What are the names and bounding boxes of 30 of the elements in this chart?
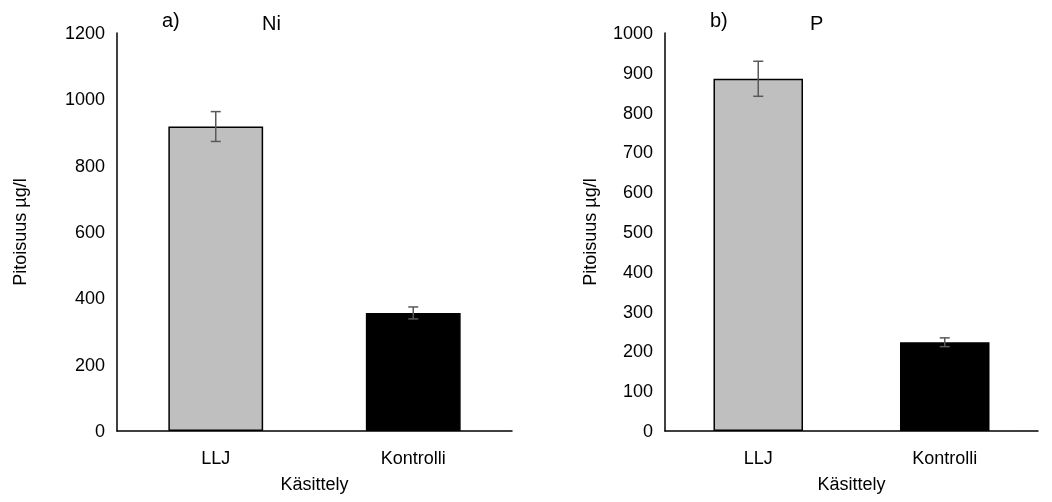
y-tick-label: 900: [622, 62, 653, 83]
y-tick-label: 300: [622, 301, 653, 322]
x-axis-title: Käsittely: [280, 474, 349, 494]
y-tick-label: 200: [622, 341, 653, 362]
x-tick-label: Kontrolli: [912, 448, 978, 468]
y-tick-label: 400: [74, 288, 105, 309]
y-tick-label: 600: [74, 222, 105, 242]
text: b): [710, 9, 728, 31]
x-tick-label: LLJ: [743, 448, 773, 468]
y-axis-title: Pitoisuus µg/l: [10, 178, 30, 286]
text: a): [162, 9, 180, 31]
y-tick-label: 800: [622, 102, 653, 123]
y-tick-label: 100: [622, 381, 653, 402]
x-tick-label: Kontrolli: [380, 448, 446, 468]
x-tick-label: LLJ: [201, 448, 231, 468]
y-tick-label: 200: [74, 354, 105, 375]
y-tick-label: 800: [74, 155, 105, 176]
y-tick-label: 1200: [64, 23, 105, 43]
chart-title: P: [810, 12, 824, 34]
y-tick-label: 1000: [64, 89, 105, 110]
chart-title: Ni: [262, 12, 281, 34]
y-tick-label: 500: [622, 222, 653, 242]
y-tick-label: 0: [94, 421, 105, 441]
y-tick-label: 700: [622, 142, 653, 163]
y-tick-label: 1000: [612, 23, 653, 43]
y-tick-label: 600: [622, 182, 653, 203]
y-axis-title: Pitoisuus µg/l: [580, 178, 600, 286]
x-axis-title: Käsittely: [817, 474, 886, 494]
y-tick-label: 0: [642, 421, 653, 441]
y-tick-label: 400: [622, 261, 653, 282]
